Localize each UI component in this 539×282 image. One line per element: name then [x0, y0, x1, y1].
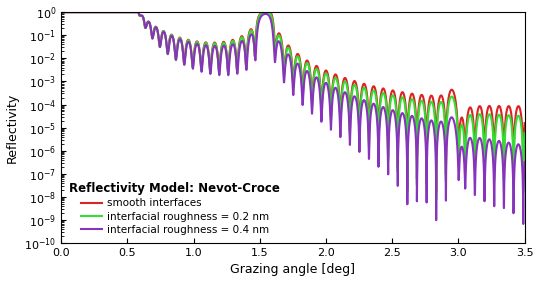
- interfacial roughness = 0.4 nm: [139, 14, 145, 17]
- Line: interfacial roughness = 0.4 nm: interfacial roughness = 0.4 nm: [62, 12, 524, 224]
- Y-axis label: Reflectivity: Reflectivity: [5, 92, 18, 163]
- smooth interfaces: [139, 14, 145, 17]
- interfacial roughness = 0.2 nm: [236, 44, 243, 48]
- interfacial roughness = 0.4 nm: [462, 173, 469, 177]
- interfacial roughness = 0.2 nm: [139, 14, 145, 17]
- Line: interfacial roughness = 0.2 nm: interfacial roughness = 0.2 nm: [62, 12, 524, 200]
- interfacial roughness = 0.4 nm: [512, 153, 519, 156]
- interfacial roughness = 0.4 nm: [520, 222, 527, 226]
- Legend: smooth interfaces, interfacial roughness = 0.2 nm, interfacial roughness = 0.4 n: smooth interfaces, interfacial roughness…: [66, 179, 284, 238]
- interfacial roughness = 0.2 nm: [433, 198, 439, 202]
- X-axis label: Grazing angle [deg]: Grazing angle [deg]: [230, 263, 355, 276]
- smooth interfaces: [433, 191, 439, 194]
- Line: smooth interfaces: smooth interfaces: [62, 12, 524, 193]
- interfacial roughness = 0.2 nm: [256, 15, 262, 18]
- interfacial roughness = 0.2 nm: [521, 131, 528, 135]
- smooth interfaces: [521, 121, 528, 125]
- interfacial roughness = 0.4 nm: [256, 19, 262, 22]
- smooth interfaces: [59, 10, 65, 14]
- smooth interfaces: [111, 10, 118, 14]
- interfacial roughness = 0.2 nm: [111, 10, 118, 14]
- smooth interfaces: [236, 43, 243, 46]
- smooth interfaces: [513, 114, 519, 117]
- interfacial roughness = 0.4 nm: [236, 49, 243, 53]
- interfacial roughness = 0.4 nm: [521, 160, 528, 164]
- interfacial roughness = 0.4 nm: [111, 10, 118, 14]
- interfacial roughness = 0.2 nm: [513, 123, 519, 127]
- smooth interfaces: [462, 138, 469, 142]
- interfacial roughness = 0.2 nm: [59, 10, 65, 14]
- interfacial roughness = 0.4 nm: [59, 10, 65, 14]
- interfacial roughness = 0.2 nm: [462, 146, 469, 149]
- smooth interfaces: [256, 14, 262, 17]
